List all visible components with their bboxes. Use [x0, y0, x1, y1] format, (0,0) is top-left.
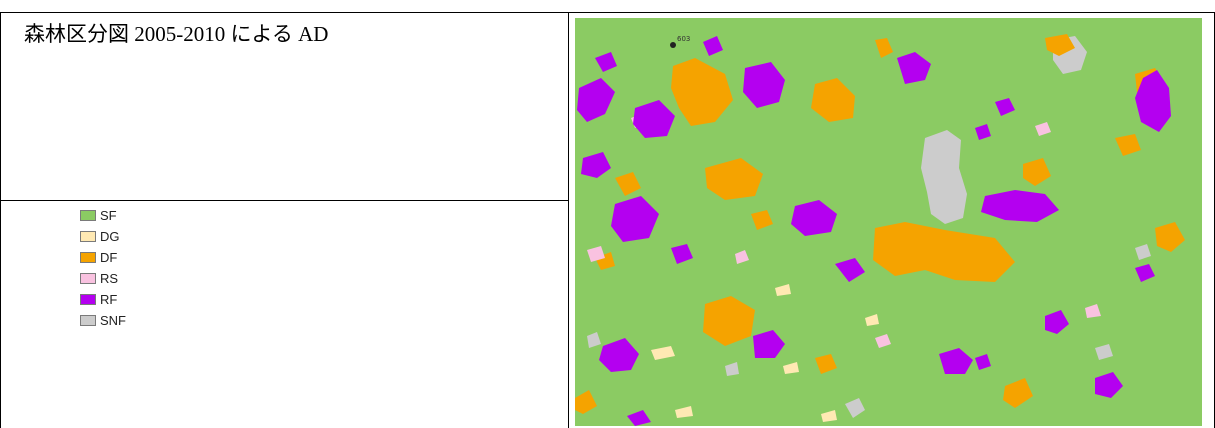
rs-patches	[587, 114, 1101, 348]
map-legend: SF DG DF RS RF SNF	[80, 205, 126, 331]
legend-item-sf: SF	[80, 205, 126, 226]
dg-patches	[651, 284, 879, 422]
df-patches	[575, 34, 1185, 414]
legend-item-rs: RS	[80, 268, 126, 289]
table-top-border	[0, 12, 568, 13]
map-canvas: 603	[575, 18, 1202, 426]
legend-item-snf: SNF	[80, 310, 126, 331]
legend-swatch-df	[80, 252, 96, 263]
legend-label-rf: RF	[100, 292, 118, 307]
legend-swatch-snf	[80, 315, 96, 326]
table-top-border-right	[568, 12, 1215, 13]
legend-swatch-dg	[80, 231, 96, 242]
rf-patches	[577, 36, 1171, 426]
legend-swatch-sf	[80, 210, 96, 221]
map-marker-label: 603	[677, 35, 690, 43]
legend-item-rf: RF	[80, 289, 126, 310]
map-background-sf	[575, 18, 1202, 426]
table-row-divider	[0, 200, 568, 201]
legend-label-df: DF	[100, 250, 118, 265]
table-middle-divider	[568, 12, 569, 428]
legend-item-df: DF	[80, 247, 126, 268]
snf-patches	[587, 36, 1151, 418]
legend-item-dg: DG	[80, 226, 126, 247]
legend-label-sf: SF	[100, 208, 117, 223]
table-left-border	[0, 12, 1, 428]
legend-label-snf: SNF	[100, 313, 126, 328]
legend-label-dg: DG	[100, 229, 120, 244]
forest-classification-map: 603	[575, 18, 1202, 426]
legend-swatch-rs	[80, 273, 96, 284]
legend-label-rs: RS	[100, 271, 119, 286]
legend-swatch-rf	[80, 294, 96, 305]
figure-title: 森林区分図 2005-2010 による AD	[24, 22, 329, 46]
map-point-marker: 603	[670, 35, 690, 48]
